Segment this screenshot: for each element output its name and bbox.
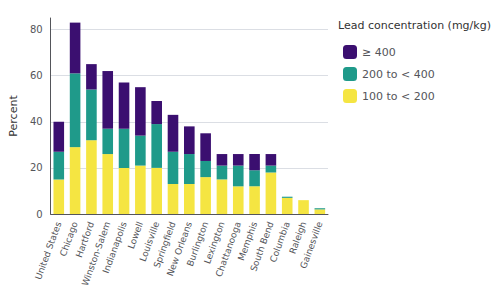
- svg-text:Indianapolis: Indianapolis: [101, 220, 129, 275]
- svg-text:60: 60: [30, 70, 43, 81]
- svg-text:Percent: Percent: [7, 95, 20, 137]
- svg-text:Lowell: Lowell: [126, 220, 146, 251]
- svg-text:Lexington: Lexington: [202, 220, 227, 266]
- svg-text:200 to < 400: 200 to < 400: [362, 68, 435, 81]
- svg-text:80: 80: [30, 24, 43, 35]
- svg-text:100 to < 200: 100 to < 200: [362, 90, 435, 103]
- svg-text:20: 20: [30, 162, 43, 173]
- svg-text:Winston-Salem: Winston-Salem: [79, 220, 113, 288]
- svg-text:Chicago: Chicago: [58, 220, 80, 258]
- svg-text:Chattanooga: Chattanooga: [213, 220, 243, 279]
- svg-text:0: 0: [36, 209, 42, 220]
- svg-text:Columbia: Columbia: [268, 220, 292, 263]
- svg-text:≥ 400: ≥ 400: [362, 46, 396, 59]
- svg-text:Louisville: Louisville: [137, 220, 162, 263]
- svg-text:Burlington: Burlington: [184, 220, 211, 268]
- svg-text:Springfield: Springfield: [151, 220, 178, 270]
- svg-text:New Orleans: New Orleans: [165, 220, 194, 278]
- svg-text:40: 40: [30, 116, 43, 127]
- svg-text:South Bend: South Bend: [248, 220, 275, 272]
- svg-text:United States: United States: [33, 220, 64, 281]
- svg-text:Gainesville: Gainesville: [298, 220, 324, 270]
- svg-text:Raleigh: Raleigh: [287, 220, 309, 256]
- svg-text:Lead concentration (mg/kg): Lead concentration (mg/kg): [338, 19, 491, 32]
- svg-text:Hartford: Hartford: [73, 220, 97, 259]
- svg-text:Memphis: Memphis: [236, 220, 260, 262]
